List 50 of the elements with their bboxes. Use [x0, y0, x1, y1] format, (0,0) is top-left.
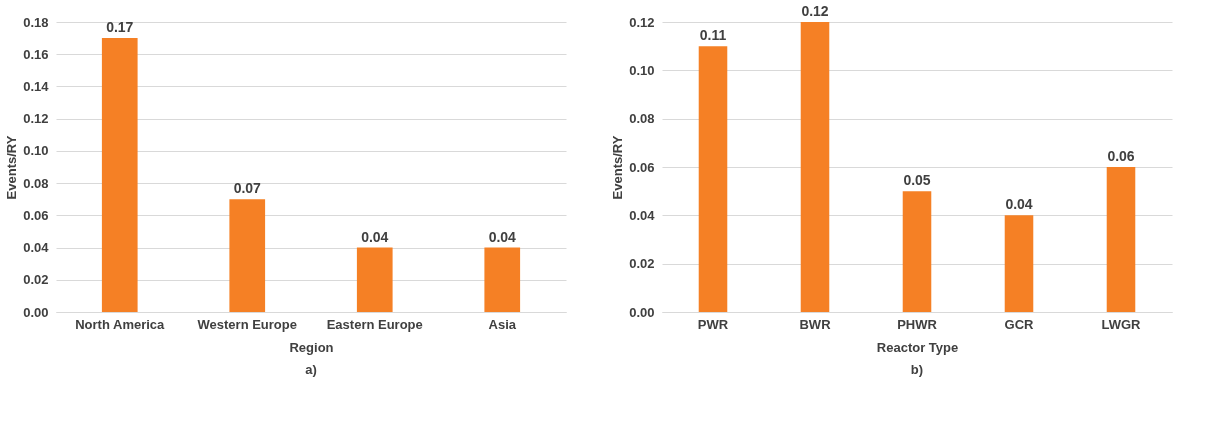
y-tick-label: 0.02 [629, 256, 655, 272]
data-label: 0.04 [1005, 196, 1033, 213]
y-tick-label: 0.02 [23, 272, 49, 288]
y-tick-label: 0.10 [23, 143, 49, 159]
bar [356, 247, 393, 312]
data-label: 0.04 [488, 228, 517, 245]
y-tick-label: 0.00 [629, 304, 655, 320]
y-tick-label: 0.12 [23, 111, 49, 127]
data-label: 0.04 [361, 228, 389, 245]
x-tick-label: Eastern Europe [326, 316, 423, 332]
bar [484, 247, 521, 312]
bar [101, 38, 138, 312]
data-label: 0.06 [1107, 148, 1135, 164]
x-axis-title: Region [289, 339, 334, 355]
x-tick-label: Asia [488, 316, 517, 332]
y-tick-label: 0.08 [23, 175, 49, 191]
y-tick-label: 0.08 [629, 111, 655, 127]
y-tick-label: 0.10 [629, 62, 655, 78]
y-axis-title: Events/RY [4, 135, 20, 200]
data-label: 0.11 [699, 27, 727, 44]
data-label: 0.17 [106, 19, 134, 36]
y-tick-label: 0.14 [23, 78, 50, 94]
x-tick-label: GCR [1004, 316, 1035, 332]
bar [229, 199, 266, 312]
y-tick-label: 0.04 [23, 240, 50, 256]
bar [1106, 167, 1136, 312]
bar [1004, 215, 1034, 312]
y-tick-label: 0.18 [23, 14, 49, 30]
text: a) [305, 362, 317, 377]
x-axis-title: Reactor Type [876, 339, 959, 355]
data-label: 0.05 [903, 172, 931, 189]
x-tick-label: PWR [697, 316, 729, 332]
data-label: 0.07 [233, 180, 262, 197]
bar [800, 22, 830, 312]
bar [902, 191, 932, 312]
y-tick-label: 0.06 [23, 207, 49, 223]
text: b) [910, 362, 924, 377]
y-tick-label: 0.06 [629, 159, 655, 175]
y-tick-label: 0.16 [23, 46, 49, 62]
bar [698, 46, 728, 312]
y-tick-label: 0.04 [629, 207, 656, 223]
x-tick-label: North America [75, 316, 166, 332]
x-tick-label: PHWR [897, 316, 938, 332]
y-axis-title: Events/RY [610, 135, 626, 200]
y-tick-label: 0.12 [629, 14, 655, 30]
x-tick-label: BWR [799, 316, 832, 332]
y-tick-label: 0.00 [23, 304, 49, 320]
data-label: 0.12 [801, 3, 829, 19]
x-tick-label: Western Europe [197, 316, 297, 332]
x-tick-label: LWGR [1101, 316, 1142, 332]
